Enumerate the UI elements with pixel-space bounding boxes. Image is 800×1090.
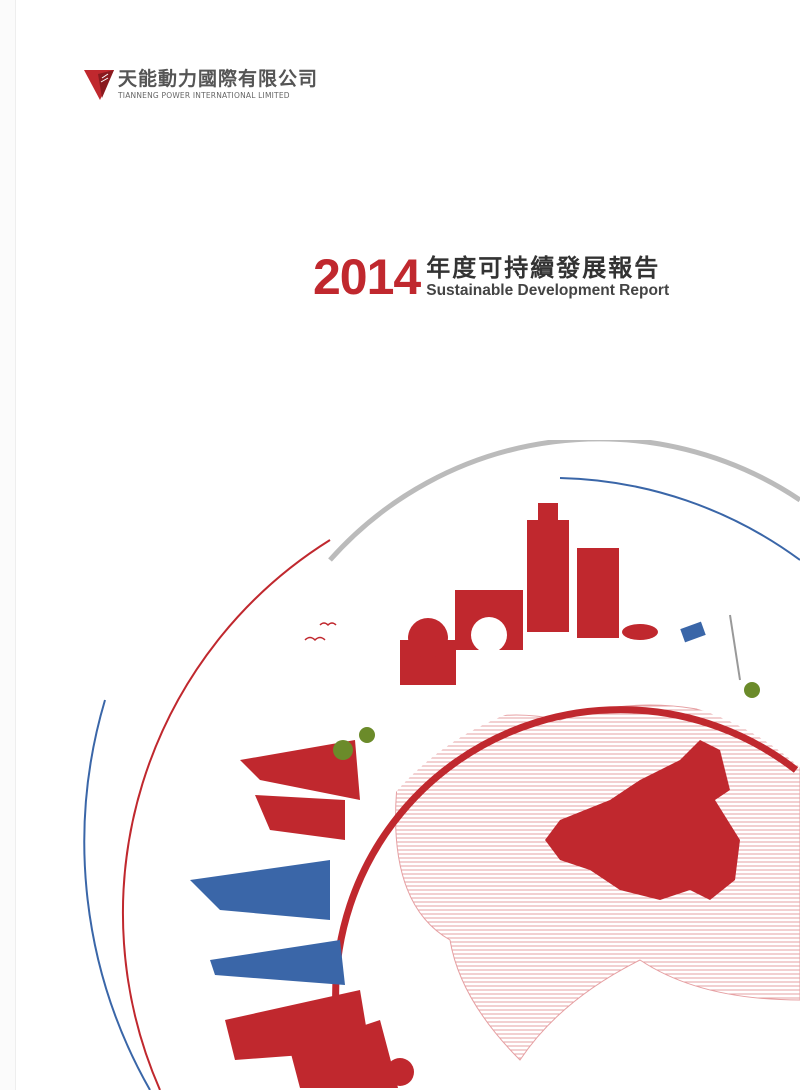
china-map	[545, 740, 740, 900]
book-spine	[0, 0, 16, 1090]
left-building-1	[240, 740, 360, 800]
tree	[333, 740, 353, 760]
tower-building	[527, 520, 569, 632]
left-building-4	[290, 1020, 398, 1088]
report-title: 2014 年度可持續發展報告 Sustainable Development R…	[313, 252, 669, 302]
wind-turbine	[729, 614, 741, 681]
balloon	[386, 1058, 414, 1086]
office-building	[577, 548, 619, 638]
report-title-cn: 年度可持續發展報告	[426, 254, 661, 282]
company-logo: 天能動力國際有限公司 TIANNENG POWER INTERNATIONAL …	[84, 68, 318, 102]
red-arc	[122, 539, 331, 1090]
left-building-blue-2	[210, 940, 345, 985]
blue-left-arc	[83, 699, 151, 1090]
company-name-en: TIANNENG POWER INTERNATIONAL LIMITED	[118, 91, 290, 100]
left-building-blue-1	[190, 860, 330, 920]
cover-illustration	[83, 440, 800, 1090]
blue-arc	[559, 477, 800, 561]
car	[622, 624, 658, 640]
report-year: 2014	[313, 249, 421, 305]
grey-arc	[328, 440, 800, 562]
solar-panel	[680, 621, 706, 643]
report-title-en: Sustainable Development Report	[426, 282, 670, 299]
company-name-cn: 天能動力國際有限公司	[118, 68, 319, 90]
birds	[304, 622, 337, 642]
logo-mark-icon	[84, 70, 114, 100]
left-building-2	[255, 795, 345, 840]
